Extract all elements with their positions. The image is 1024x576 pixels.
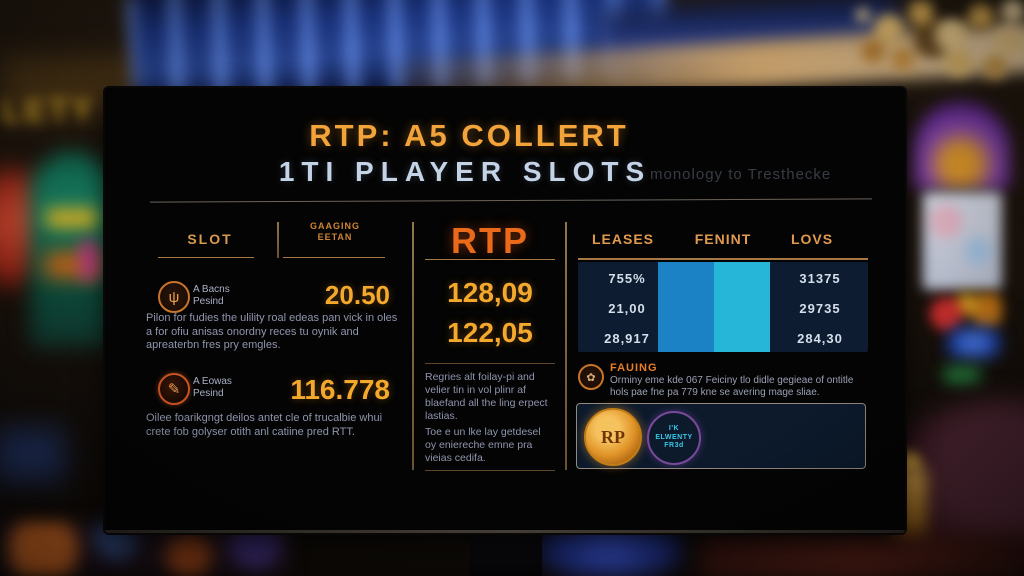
row2-label-line1: A Eowas bbox=[193, 376, 232, 387]
lovs-value-3: 284,30 bbox=[797, 331, 843, 346]
panel-header-underline bbox=[578, 258, 868, 260]
slot-machine-blue-button-glow bbox=[948, 328, 1000, 358]
rtp-mid-divider bbox=[425, 363, 555, 364]
fenint-bar-cyan bbox=[714, 262, 770, 352]
row1-label: A Bacns Pesind bbox=[193, 284, 230, 308]
chandelier-bokeh bbox=[856, 8, 870, 22]
neon-badge-icon: I'K ELWENTY FR3d bbox=[647, 411, 701, 465]
divider-slot-gaging bbox=[277, 222, 279, 258]
row1-description: Pilon for fudies the ulility roal edeas … bbox=[146, 312, 398, 351]
title-divider-line bbox=[150, 198, 872, 203]
slot-header-underline bbox=[158, 257, 254, 258]
slot-yellow-band-blur bbox=[46, 208, 98, 228]
panel-header-lovs: LOVS bbox=[790, 231, 834, 247]
fenint-bar-blue bbox=[658, 262, 714, 352]
gaging-header-underline bbox=[283, 257, 385, 258]
slot-machine-right-buttons bbox=[928, 292, 1002, 332]
slot-machine-purple-top bbox=[912, 102, 1010, 190]
lovs-value-2: 29735 bbox=[799, 301, 841, 316]
screen-title: RTP: A5 COLLERT bbox=[309, 118, 629, 153]
row1-value: 20.50 bbox=[324, 280, 390, 310]
left-blue-glow bbox=[0, 428, 64, 482]
ghost-text: monology to Tresthecke bbox=[650, 166, 832, 183]
floor-dark-red bbox=[700, 534, 1024, 576]
column-header-slot: SLOT bbox=[187, 231, 233, 247]
badge-box: RP I'K ELWENTY FR3d bbox=[576, 403, 866, 469]
badge-line2: ELWENTY bbox=[655, 433, 693, 441]
trident-coin-icon: ψ bbox=[158, 281, 190, 313]
rtp-paragraph-2: Toe e un lke lay getdesel oy eniereche e… bbox=[425, 426, 541, 464]
rtp-paragraph-1: Regries alt foilay-pi and velier tin in … bbox=[425, 371, 548, 422]
panel-header-fenint: FENINT bbox=[694, 231, 752, 247]
pen-coin-icon: ✎ bbox=[158, 373, 190, 405]
gaging-header-line2: EETAN bbox=[317, 232, 353, 242]
row1-label-line1: A Bacns bbox=[193, 284, 230, 295]
display-monitor: RTP: A5 COLLERT 1TI PLAYER SLOTS monolog… bbox=[105, 88, 905, 533]
faming-text: Orminy eme kde 067 Feiciny tlo didle geg… bbox=[610, 375, 854, 398]
slot-magenta-light-blur bbox=[80, 240, 98, 280]
rtp-value-2: 122,05 bbox=[447, 317, 533, 348]
panel-data-block: 755% 21,00 28,917 31375 29735 284,30 bbox=[578, 262, 868, 352]
rp-coin-icon: RP bbox=[584, 408, 642, 466]
divider-rtp-panel bbox=[565, 222, 567, 470]
slot-machine-right-screen bbox=[922, 192, 1002, 290]
row2-value: 116.778 bbox=[290, 374, 390, 405]
leases-value-2: 21,00 bbox=[608, 301, 646, 316]
leases-value-1: 755% bbox=[608, 271, 646, 286]
gaging-header-line1: GAAGING bbox=[309, 221, 360, 231]
row2-label-line2: Pesind bbox=[193, 388, 224, 399]
rtp-value-1: 128,09 bbox=[447, 277, 533, 308]
slot-machine-green-light bbox=[944, 368, 980, 382]
divider-gaging-rtp bbox=[412, 222, 414, 470]
paw-coin-icon: ✿ bbox=[578, 364, 604, 390]
rtp-bottom-divider bbox=[425, 470, 555, 471]
badge-line1: I'K bbox=[668, 425, 680, 433]
badge-line3: FR3d bbox=[664, 442, 684, 450]
monitor-stand bbox=[470, 528, 542, 576]
leases-value-3: 28,917 bbox=[604, 331, 650, 346]
column-header-gaging: GAAGING EETAN bbox=[285, 221, 385, 243]
lovs-value-1: 31375 bbox=[799, 271, 841, 286]
column-header-rtp: RTP bbox=[451, 220, 529, 261]
panel-header-leases: LEASES bbox=[591, 231, 654, 247]
row1-label-line2: Pesind bbox=[193, 296, 224, 307]
row2-label: A Eowas Pesind bbox=[193, 376, 232, 400]
row2-description: Oilee foarikgngt deilos antet cle of tru… bbox=[146, 412, 383, 438]
rtp-header-underline bbox=[425, 259, 555, 260]
faming-heading: FAUING bbox=[610, 362, 658, 374]
